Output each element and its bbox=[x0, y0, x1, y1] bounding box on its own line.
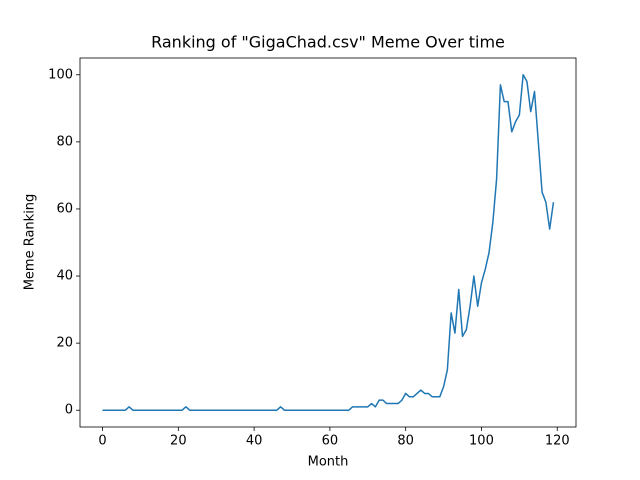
y-tick-label: 60 bbox=[56, 201, 73, 216]
y-tick-label: 100 bbox=[48, 67, 73, 82]
y-tick-label: 40 bbox=[56, 269, 73, 284]
x-tick-label: 20 bbox=[170, 434, 187, 449]
x-tick-label: 80 bbox=[397, 434, 414, 449]
y-tick-label: 20 bbox=[56, 336, 73, 351]
y-axis-label: Meme Ranking bbox=[23, 194, 38, 291]
x-axis-label: Month bbox=[308, 455, 349, 470]
x-tick-label: 60 bbox=[322, 434, 339, 449]
line-series bbox=[102, 74, 555, 411]
y-tick-label: 0 bbox=[65, 403, 73, 418]
x-tick-label: 120 bbox=[545, 434, 570, 449]
plot-frame bbox=[79, 57, 577, 428]
y-tick-label: 80 bbox=[56, 134, 73, 149]
x-tick-label: 40 bbox=[246, 434, 263, 449]
x-tick-label: 100 bbox=[469, 434, 494, 449]
chart-title: Ranking of "GigaChad.csv" Meme Over time bbox=[151, 33, 505, 52]
x-tick-label: 0 bbox=[98, 434, 106, 449]
